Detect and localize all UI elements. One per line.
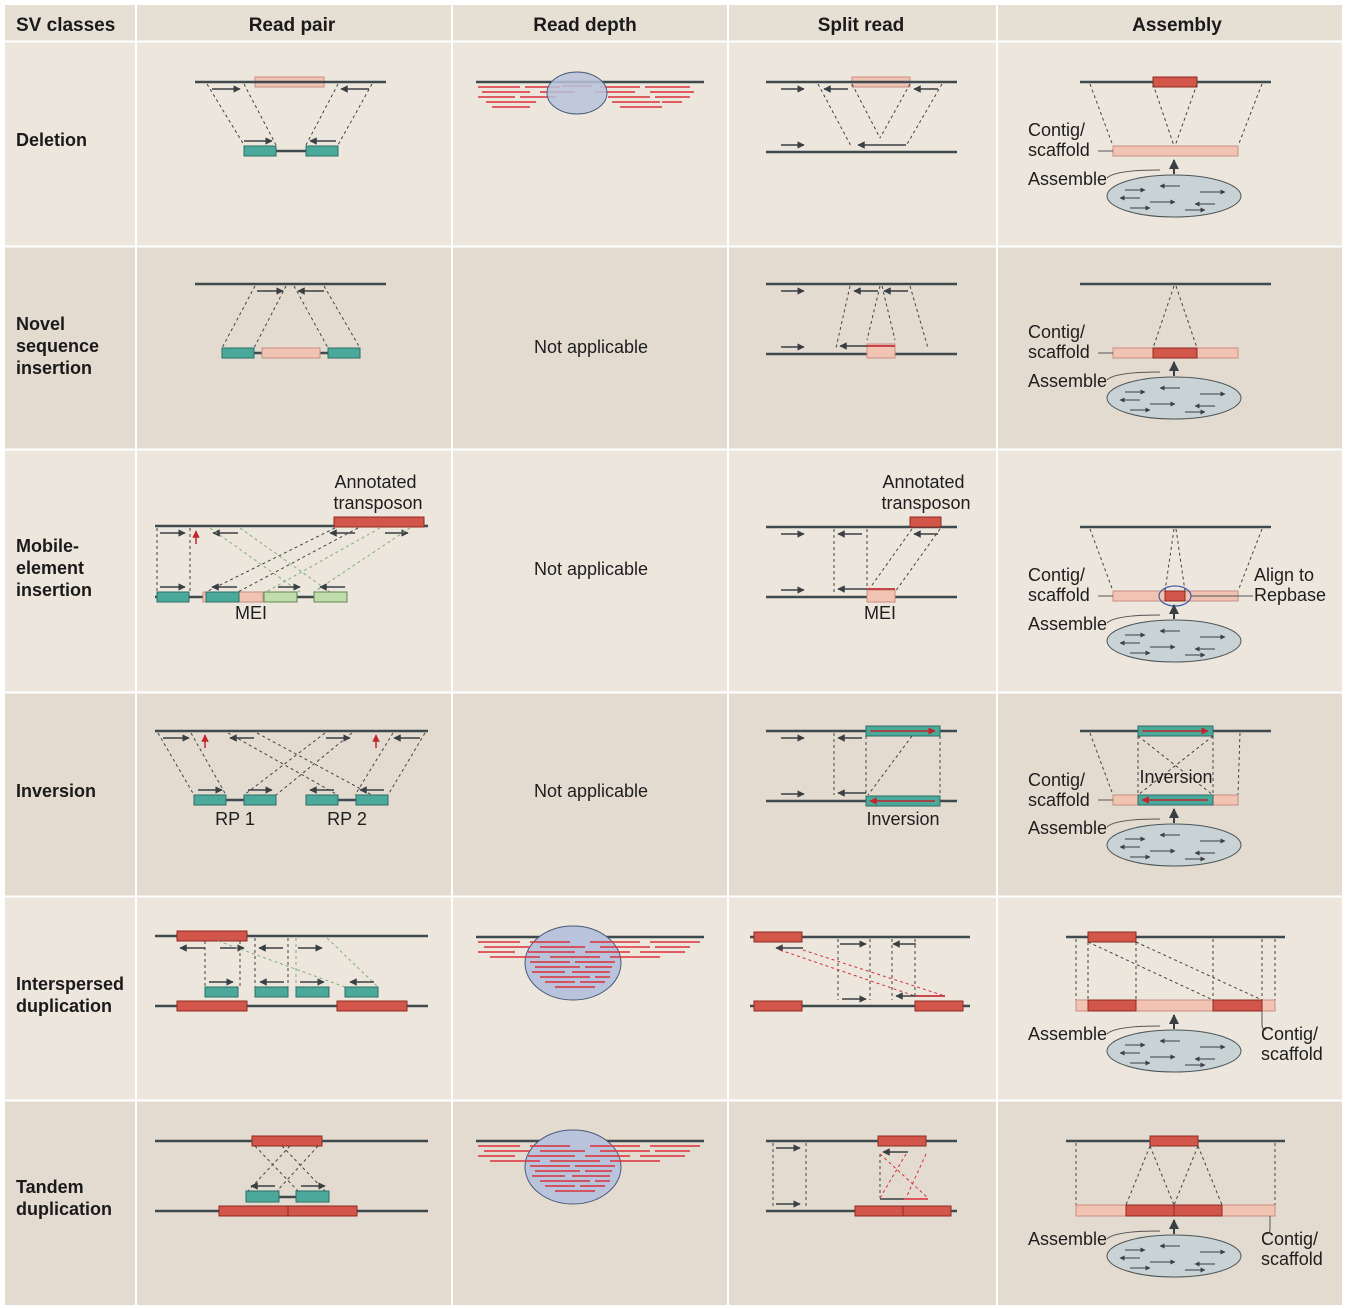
novel-insertion-assembly: Contig/ scaffold Assemble [1028,282,1271,420]
interspersed-dup-assembly: Assemble Contig/ scaffold [1028,931,1323,1073]
mobile-assemble-label: Assemble [1028,614,1107,634]
inversion-rp1-label: RP 1 [215,809,255,829]
deletion-read-pair [195,76,386,157]
interspersed-dup-split-read [750,931,970,1012]
not-applicable-novel-insertion: Not applicable [534,337,648,357]
interspersed-assemble-label: Assemble [1028,1024,1107,1044]
header-read-pair: Read pair [249,15,336,36]
tandem-dup-read-pair [155,1135,428,1217]
header-assembly: Assembly [1132,15,1222,36]
row-label-inversion: Inversion [16,781,96,801]
novel-insertion-split-read [766,282,957,359]
novel-contig-label: Contig/ scaffold [1028,322,1090,362]
header-sv-classes: SV classes [16,15,115,36]
mobile-mei-label-sr: MEI [864,603,896,623]
mobile-annotated-transposon-label: Annotated transposon [333,472,422,513]
row-label-novel-insertion: Novel sequence insertion [16,314,104,378]
row-label-interspersed-dup: Interspersed duplication [16,974,129,1016]
interspersed-dup-read-pair [155,930,428,1012]
header-read-depth: Read depth [533,15,636,36]
deletion-split-read [766,76,957,154]
tandem-contig-label: Contig/ scaffold [1261,1229,1323,1269]
not-applicable-inversion: Not applicable [534,781,648,801]
interspersed-contig-label: Contig/ scaffold [1261,1024,1323,1064]
table-grid [5,5,1342,1305]
mobile-mei-label-rp: MEI [235,603,267,623]
row-label-mobile-element: Mobile- element insertion [16,536,92,600]
inversion-contig-label: Contig/ scaffold [1028,770,1090,810]
row-label-deletion: Deletion [16,130,87,150]
inversion-read-pair: RP 1 RP 2 [155,729,428,829]
tandem-dup-read-depth [476,1129,704,1205]
tandem-dup-assembly: Assemble Contig/ scaffold [1028,1135,1323,1278]
mobile-element-assembly: Contig/ scaffold Align to Repbase Assemb… [1028,525,1326,663]
row-label-tandem-dup: Tandem duplication [16,1177,112,1219]
header-split-read: Split read [818,15,905,36]
mobile-contig-label: Contig/ scaffold [1028,565,1090,605]
row-labels: Deletion Novel sequence insertion Mobile… [16,130,129,1219]
row-tandem-dup-bg [5,1101,1342,1305]
tandem-dup-split-read [766,1135,957,1217]
mobile-element-split-read: Annotated transposon MEI [766,472,971,623]
not-applicable-mobile-element: Not applicable [534,559,648,579]
novel-assemble-label: Assemble [1028,371,1107,391]
inversion-assembly: Inversion Contig/ scaffold Assemble [1028,725,1271,867]
deletion-assemble-label: Assemble [1028,169,1107,189]
deletion-assembly: Contig/ scaffold Assemble [1028,76,1271,218]
inversion-assembly-label: Inversion [1139,767,1212,787]
novel-insertion-read-pair [195,282,386,359]
deletion-contig-label: Contig/ scaffold [1028,120,1090,160]
row-deletion-bg [5,42,1342,246]
inversion-split-label: Inversion [866,809,939,829]
tandem-assemble-label: Assemble [1028,1229,1107,1249]
mobile-align-repbase-label: Align to Repbase [1254,565,1326,605]
header-row: SV classes Read pair Read depth Split re… [16,15,1222,36]
inversion-assemble-label: Assemble [1028,818,1107,838]
mobile-element-read-pair: Annotated transposon MEI [155,472,428,623]
inversion-rp2-label: RP 2 [327,809,367,829]
mobile-split-annotated-label: Annotated transposon [881,472,970,513]
interspersed-dup-read-depth [476,925,704,1001]
header-row-bg [5,5,1342,41]
deletion-read-depth [476,71,704,115]
inversion-split-read: Inversion [766,725,957,829]
